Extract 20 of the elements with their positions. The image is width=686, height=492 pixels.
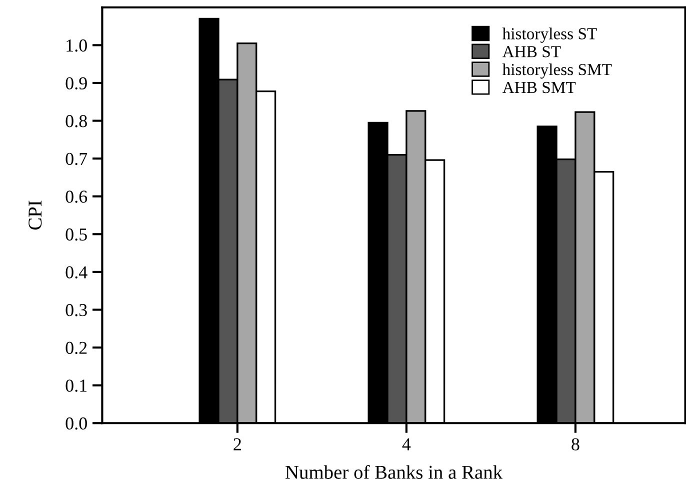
- legend-label: AHB ST: [502, 46, 561, 58]
- y-tick-label: 0.7: [66, 152, 88, 166]
- y-axis-title: CPI: [28, 200, 42, 230]
- x-tick-label: 2: [234, 438, 241, 450]
- legend-label: historyless ST: [502, 28, 597, 43]
- y-tick-label: 0.1: [66, 380, 87, 392]
- y-tick-label: 0.8: [66, 115, 87, 128]
- legend-label: historyless SMT: [502, 63, 612, 79]
- y-tick-label: 0.2: [66, 342, 87, 354]
- y-tick-label: 0.6: [66, 190, 88, 203]
- x-axis-title: Number of Banks in a Rank: [286, 464, 503, 479]
- y-tick-label: 0.9: [66, 77, 87, 90]
- y-tick-label: 0.4: [66, 266, 88, 278]
- y-tick-label: 0.3: [66, 304, 87, 316]
- y-tick-label: 0.5: [66, 228, 87, 241]
- x-tick-label: 4: [402, 438, 411, 450]
- x-tick-label: 8: [572, 438, 580, 450]
- y-tick-label: 1.0: [66, 39, 87, 52]
- legend-label: AHB SMT: [502, 82, 576, 94]
- y-tick-label: 0.0: [66, 417, 87, 430]
